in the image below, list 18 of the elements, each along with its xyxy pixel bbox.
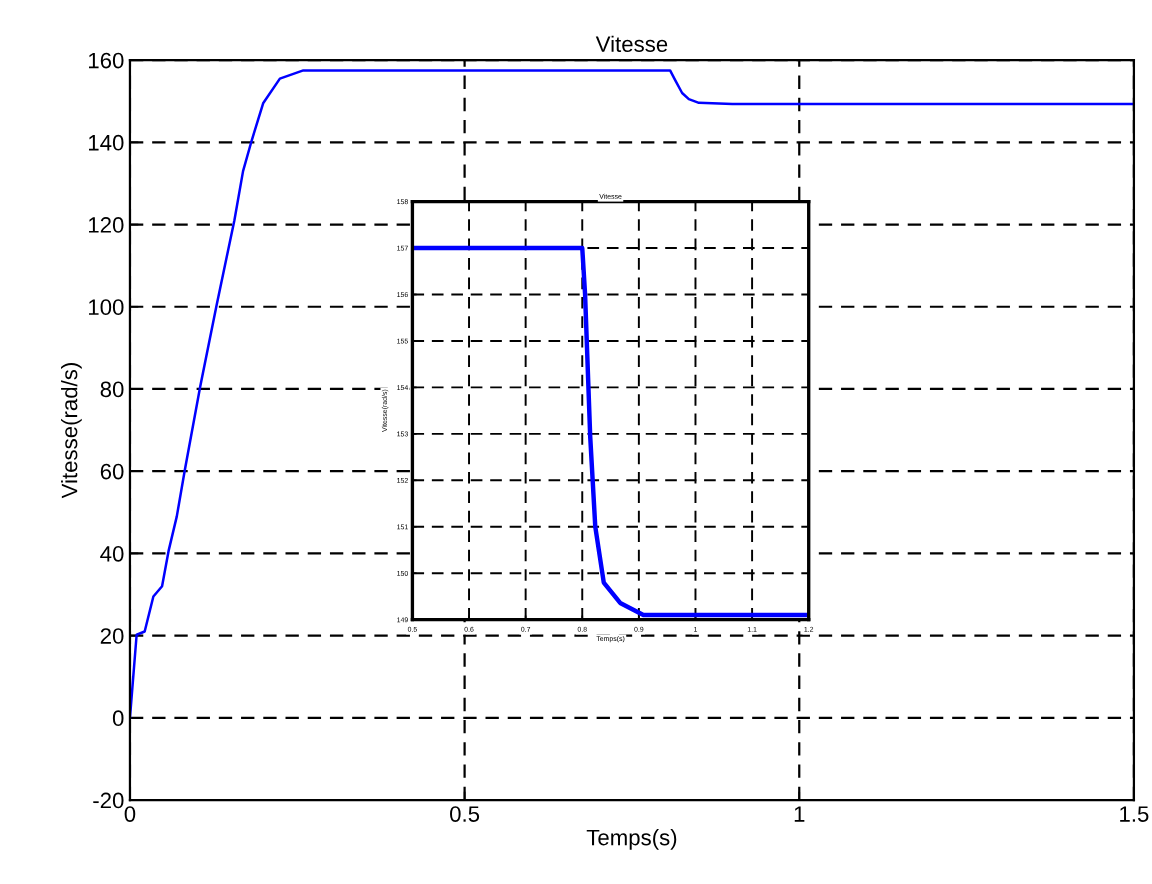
y-tick-label: -20 [93,792,124,809]
y-tick-label: 100 [89,299,124,316]
line-series [129,69,1134,720]
y-tick-label: 120 [89,217,124,233]
y-tick-label: 60 [100,463,124,480]
y-tick-label: 160 [89,52,124,69]
chart-title: Vitesse [595,35,668,52]
y-tick-label: 80 [100,381,124,398]
x-tick-label: 0.5 [450,806,480,822]
x-tick-label: 0 [124,806,136,822]
x-axis-title: Temps(s) [586,829,677,850]
y-tick-label: 40 [100,545,124,562]
x-tick-label: 1.5 [1120,806,1149,822]
y-tick-label: 0 [112,710,124,727]
y-axis-title: Vitesse(rad/s) [61,363,82,499]
x-tick-label: 1 [794,806,805,822]
y-tick-label: 20 [100,628,124,644]
y-tick-label: 140 [89,134,124,151]
